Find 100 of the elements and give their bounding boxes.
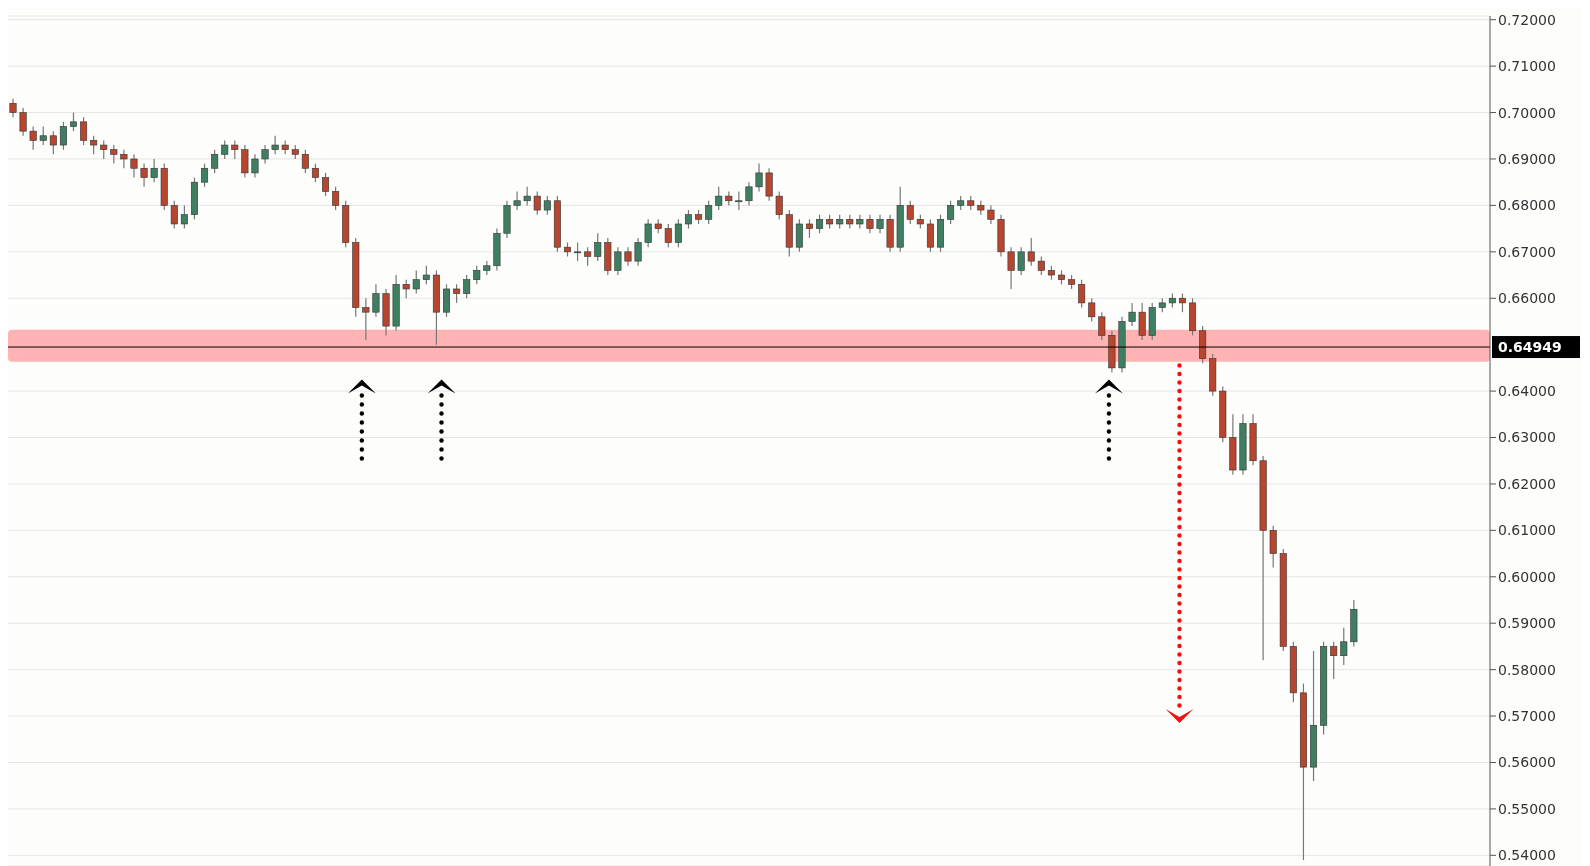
candlestick (372, 283, 380, 318)
y-tick-label: 0.62000 (1498, 475, 1556, 492)
candlestick (684, 209, 692, 230)
candlestick (412, 269, 420, 295)
candlestick (805, 218, 813, 239)
y-tick-label: 0.59000 (1498, 615, 1556, 632)
y-tick-label: 0.61000 (1498, 522, 1556, 539)
candlestick (100, 139, 108, 160)
candlestick (1098, 311, 1106, 341)
candlestick (80, 116, 88, 146)
candlestick (332, 186, 340, 211)
candlestick (241, 144, 249, 179)
candlestick (1037, 255, 1045, 276)
candlestick (634, 237, 642, 267)
candlestick (180, 204, 188, 230)
candlestick (584, 246, 592, 267)
candlestick (705, 200, 713, 225)
candlestick (29, 125, 37, 151)
y-tick-label: 0.58000 (1498, 661, 1556, 678)
candlestick (402, 279, 410, 299)
y-tick-label: 0.63000 (1498, 429, 1556, 446)
candlestick (1269, 525, 1277, 569)
candlestick (211, 149, 219, 174)
candlestick (301, 149, 309, 174)
candlestick (422, 265, 430, 285)
candlestick (795, 218, 803, 253)
candlestick (140, 163, 148, 188)
candlestick (674, 218, 682, 248)
y-tick-label: 0.69000 (1498, 150, 1556, 167)
candlestick (866, 214, 874, 234)
candlestick (130, 153, 138, 179)
candlestick (49, 130, 57, 155)
candlestick (574, 241, 582, 262)
candlestick (1178, 293, 1186, 313)
candlestick (876, 214, 884, 234)
candlestick (533, 190, 541, 216)
candlestick (594, 232, 602, 262)
candlestick (745, 181, 753, 206)
candlestick (816, 214, 824, 234)
candlestick (775, 190, 783, 220)
candlestick (715, 186, 723, 211)
candlestick (201, 163, 209, 188)
candlestick (9, 98, 17, 118)
candlestick (1017, 246, 1025, 276)
candlestick (765, 167, 773, 202)
candlestick (110, 144, 118, 165)
y-tick-label: 0.55000 (1498, 800, 1556, 817)
y-tick-label: 0.56000 (1498, 754, 1556, 771)
candlestick (664, 223, 672, 248)
candlestick (1138, 302, 1146, 341)
candlestick (170, 200, 178, 230)
candlestick (90, 135, 98, 155)
candlestick (1078, 279, 1086, 309)
candlestick (59, 121, 67, 151)
candlestick (906, 200, 914, 225)
candlestick (856, 214, 864, 230)
candlestick (987, 204, 995, 225)
candlestick (251, 153, 259, 179)
y-tick-label: 0.57000 (1498, 708, 1556, 725)
y-tick-label: 0.71000 (1498, 58, 1556, 75)
candlestick (150, 158, 158, 183)
candlestick (311, 163, 319, 183)
candlestick (19, 107, 27, 137)
y-tick-label: 0.70000 (1498, 104, 1556, 121)
candlestick (69, 111, 77, 132)
candlestick (221, 139, 229, 160)
candlestick (453, 283, 461, 304)
candlestick (39, 125, 47, 146)
candlestick (120, 149, 128, 169)
y-tick-label: 0.54000 (1498, 847, 1556, 864)
candlestick (523, 186, 531, 206)
candlestick (322, 172, 330, 197)
candlestick (614, 246, 622, 276)
candlestick (463, 274, 471, 299)
candlestick (1007, 246, 1015, 290)
y-tick-label: 0.60000 (1498, 568, 1556, 585)
candlestick (261, 144, 269, 165)
y-tick-label: 0.67000 (1498, 243, 1556, 260)
candlestick (1088, 297, 1096, 323)
candlestick (735, 190, 743, 211)
candlestick (543, 195, 551, 216)
candlestick (1128, 302, 1136, 327)
y-tick-label: 0.64000 (1498, 383, 1556, 400)
candlestick (362, 297, 370, 341)
candlestick (947, 200, 955, 225)
y-tick-label: 0.68000 (1498, 197, 1556, 214)
candlestick (473, 265, 481, 285)
y-tick-label: 0.72000 (1498, 11, 1556, 28)
ref-line-label: 0.64949 (1498, 339, 1562, 356)
candlestick (644, 218, 652, 248)
candlestick (926, 218, 934, 253)
candlestick (513, 190, 521, 211)
candlestick (624, 246, 632, 267)
candlestick (1340, 627, 1348, 666)
candlestick (271, 135, 279, 155)
y-tick-label: 0.66000 (1498, 290, 1556, 307)
candlestick (231, 139, 239, 160)
candlestick (443, 283, 451, 318)
candlestick (755, 163, 763, 193)
candlestick (1027, 237, 1035, 267)
